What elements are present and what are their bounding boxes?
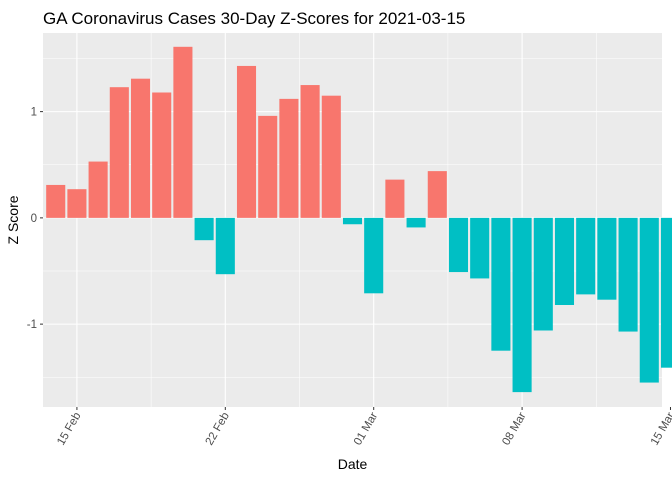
y-tick-label: 0 xyxy=(31,213,37,225)
x-axis: 15 Feb 22 Feb 01 Mar 08 Mar 15 Mar xyxy=(55,407,672,448)
bars-group xyxy=(46,46,672,393)
bar xyxy=(597,217,617,300)
bar xyxy=(215,217,235,275)
bar xyxy=(554,217,575,305)
bar xyxy=(364,217,384,294)
bar xyxy=(321,95,341,218)
bar xyxy=(512,217,532,393)
bar xyxy=(342,217,363,225)
bar xyxy=(236,65,257,218)
bar xyxy=(385,179,405,218)
bar xyxy=(639,217,659,383)
bar xyxy=(491,217,511,351)
x-tick-label: 15 Mar xyxy=(649,410,672,447)
bar xyxy=(279,98,299,218)
bar xyxy=(533,217,553,331)
bar xyxy=(427,171,447,218)
bar xyxy=(258,115,278,218)
x-tick-label: 08 Mar xyxy=(500,410,528,447)
bar xyxy=(660,217,672,368)
bar xyxy=(300,85,320,218)
bar xyxy=(194,217,214,241)
bar xyxy=(46,184,66,218)
y-axis: -1 0 1 xyxy=(27,107,43,331)
chart-title: GA Coronavirus Cases 30-Day Z-Scores for… xyxy=(43,9,465,28)
y-axis-title: Z Score xyxy=(5,195,21,244)
bar xyxy=(470,217,490,279)
bar xyxy=(130,78,151,218)
x-tick-label: 22 Feb xyxy=(204,411,232,448)
bar xyxy=(173,46,193,218)
y-tick-label: -1 xyxy=(27,319,37,331)
x-axis-title: Date xyxy=(338,456,368,472)
bar xyxy=(109,87,129,218)
y-tick-label: 1 xyxy=(31,107,37,119)
bar xyxy=(448,217,469,273)
bar xyxy=(618,217,638,332)
x-tick-label: 15 Feb xyxy=(55,411,83,448)
bar xyxy=(88,161,108,218)
bar xyxy=(576,217,596,295)
bar xyxy=(406,217,426,228)
x-tick-label: 01 Mar xyxy=(352,410,380,447)
bar xyxy=(67,189,87,218)
bar xyxy=(152,92,172,218)
